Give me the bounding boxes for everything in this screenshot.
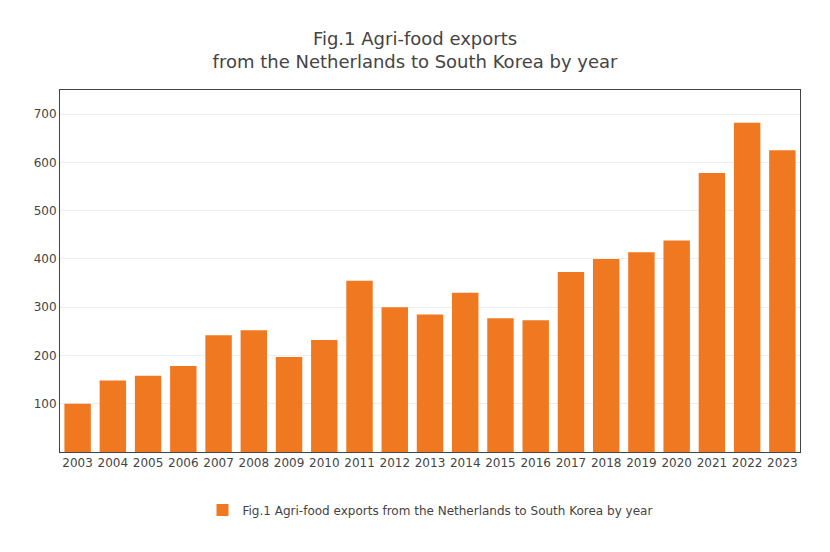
svg-text:100: 100 <box>34 397 57 411</box>
svg-text:2005: 2005 <box>133 456 164 470</box>
svg-text:2006: 2006 <box>168 456 199 470</box>
svg-text:2016: 2016 <box>520 456 551 470</box>
svg-text:2013: 2013 <box>415 456 446 470</box>
svg-text:200: 200 <box>34 349 57 363</box>
svg-text:2022: 2022 <box>732 456 763 470</box>
svg-text:300: 300 <box>34 300 57 314</box>
svg-text:Fig.1 Agri-food exportsfrom th: Fig.1 Agri-food exportsfrom the Netherla… <box>213 28 618 72</box>
svg-text:2021: 2021 <box>697 456 728 470</box>
svg-text:2008: 2008 <box>239 456 270 470</box>
svg-text:2019: 2019 <box>626 456 657 470</box>
svg-text:2007: 2007 <box>203 456 234 470</box>
svg-text:2010: 2010 <box>309 456 340 470</box>
svg-text:2012: 2012 <box>379 456 410 470</box>
svg-text:2003: 2003 <box>62 456 93 470</box>
svg-text:2023: 2023 <box>767 456 798 470</box>
svg-text:2018: 2018 <box>591 456 622 470</box>
svg-text:2020: 2020 <box>661 456 692 470</box>
svg-text:600: 600 <box>34 156 57 170</box>
svg-text:2015: 2015 <box>485 456 516 470</box>
svg-text:500: 500 <box>34 204 57 218</box>
svg-text:2004: 2004 <box>98 456 129 470</box>
svg-text:2017: 2017 <box>556 456 587 470</box>
svg-text:Fig.1 Agri-food exports from t: Fig.1 Agri-food exports from the Netherl… <box>243 504 653 518</box>
svg-text:700: 700 <box>34 107 57 121</box>
svg-text:2011: 2011 <box>344 456 375 470</box>
svg-text:2014: 2014 <box>450 456 481 470</box>
svg-text:2009: 2009 <box>274 456 305 470</box>
svg-text:400: 400 <box>34 252 57 266</box>
